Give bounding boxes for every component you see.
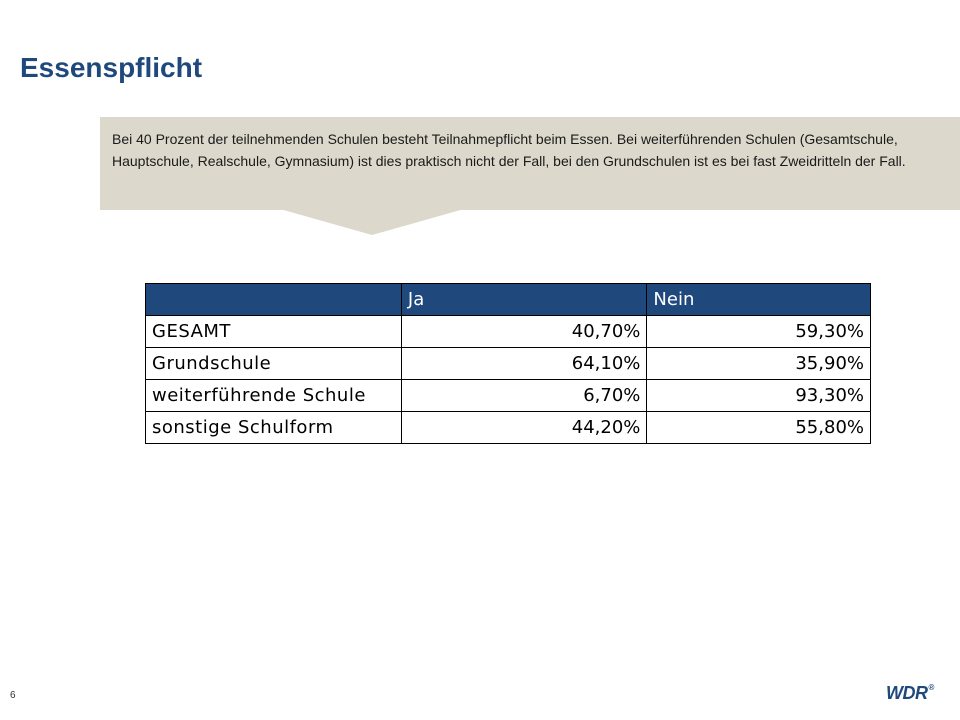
row-label: GESAMT [145,315,402,348]
table-header-row: Ja Nein [145,283,871,316]
header-ja: Ja [400,283,648,316]
header-nein: Nein [646,283,871,316]
cell-nein: 55,80% [646,411,871,444]
table-row: GESAMT 40,70% 59,30% [145,315,871,348]
page-number: 6 [10,690,16,701]
callout-pointer [280,209,464,235]
table-row: weiterführende Schule 6,70% 93,30% [145,379,871,412]
cell-nein: 35,90% [646,347,871,380]
row-label: sonstige Schulform [145,411,402,444]
results-table: Ja Nein GESAMT 40,70% 59,30% Grundschule… [145,283,871,444]
row-label: Grundschule [145,347,402,380]
table-row: Grundschule 64,10% 35,90% [145,347,871,380]
cell-ja: 6,70% [400,379,648,412]
table-row: sonstige Schulform 44,20% 55,80% [145,411,871,444]
cell-ja: 40,70% [400,315,648,348]
slide-title: Essenspflicht [20,52,203,83]
header-empty-cell [145,283,402,316]
cell-ja: 64,10% [400,347,648,380]
cell-nein: 93,30% [646,379,871,412]
wdr-logo-text: WDR [886,683,928,703]
callout-text: Bei 40 Prozent der teilnehmenden Schulen… [112,131,906,169]
row-label: weiterführende Schule [145,379,402,412]
cell-ja: 44,20% [400,411,648,444]
cell-nein: 59,30% [646,315,871,348]
registered-mark: ® [928,683,935,692]
callout-box: Bei 40 Prozent der teilnehmenden Schulen… [100,117,960,210]
wdr-logo: WDR® [886,683,934,704]
